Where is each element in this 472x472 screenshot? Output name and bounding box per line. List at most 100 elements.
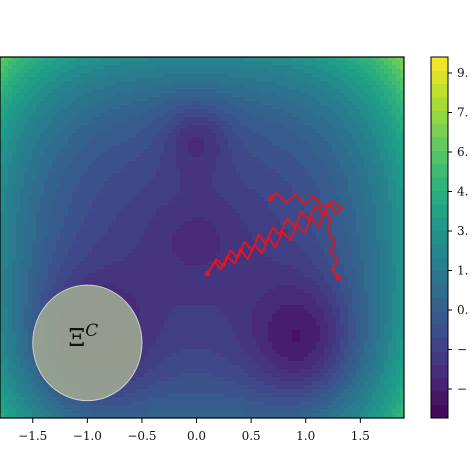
contour-cell xyxy=(300,77,305,82)
contour-cell xyxy=(0,225,5,230)
contour-cell xyxy=(120,237,125,242)
contour-cell xyxy=(320,225,325,230)
contour-cell xyxy=(180,125,185,130)
contour-cell xyxy=(268,249,273,254)
contour-cell xyxy=(44,93,49,98)
contour-cell xyxy=(304,89,309,94)
contour-cell xyxy=(52,173,57,178)
contour-cell xyxy=(248,73,253,78)
contour-cell xyxy=(328,109,333,114)
contour-cell xyxy=(148,89,153,94)
contour-cell xyxy=(68,77,73,82)
contour-cell xyxy=(296,121,301,126)
contour-cell xyxy=(188,213,193,218)
contour-cell xyxy=(364,73,369,78)
contour-cell xyxy=(4,165,9,170)
contour-cell xyxy=(236,125,241,130)
contour-cell xyxy=(72,57,77,62)
contour-cell xyxy=(88,169,93,174)
contour-cell xyxy=(276,149,281,154)
contour-cell xyxy=(88,229,93,234)
contour-cell xyxy=(276,237,281,242)
contour-cell xyxy=(36,149,41,154)
contour-cell xyxy=(0,213,5,218)
contour-cell xyxy=(244,109,249,114)
contour-cell xyxy=(12,237,17,242)
contour-cell xyxy=(220,217,225,222)
contour-cell xyxy=(164,209,169,214)
contour-cell xyxy=(288,181,293,186)
contour-cell xyxy=(140,217,145,222)
contour-cell xyxy=(96,89,101,94)
contour-cell xyxy=(208,193,213,198)
contour-cell xyxy=(16,169,21,174)
contour-cell xyxy=(124,121,129,126)
contour-cell xyxy=(24,69,29,74)
contour-cell xyxy=(112,125,117,130)
contour-cell xyxy=(332,141,337,146)
contour-cell xyxy=(392,173,397,178)
contour-cell xyxy=(28,73,33,78)
contour-cell xyxy=(144,121,149,126)
contour-cell xyxy=(340,229,345,234)
contour-cell xyxy=(192,229,197,234)
contour-cell xyxy=(296,233,301,238)
contour-cell xyxy=(396,161,401,166)
contour-cell xyxy=(364,113,369,118)
contour-cell xyxy=(140,89,145,94)
contour-cell xyxy=(156,89,161,94)
contour-cell xyxy=(332,245,337,250)
contour-cell xyxy=(180,181,185,186)
contour-cell xyxy=(168,161,173,166)
contour-cell xyxy=(340,109,345,114)
contour-cell xyxy=(372,157,377,162)
contour-cell xyxy=(132,129,137,134)
contour-cell xyxy=(72,85,77,90)
contour-cell xyxy=(272,125,277,130)
contour-cell xyxy=(120,61,125,66)
contour-cell xyxy=(56,237,61,242)
contour-cell xyxy=(280,153,285,158)
contour-cell xyxy=(380,85,385,90)
contour-cell xyxy=(56,217,61,222)
contour-cell xyxy=(332,137,337,142)
contour-cell xyxy=(312,121,317,126)
contour-cell xyxy=(276,73,281,78)
contour-cell xyxy=(272,65,277,70)
contour-cell xyxy=(300,161,305,166)
contour-cell xyxy=(304,165,309,170)
contour-cell xyxy=(172,89,177,94)
contour-cell xyxy=(340,177,345,182)
contour-cell xyxy=(144,229,149,234)
contour-cell xyxy=(272,105,277,110)
contour-cell xyxy=(44,165,49,170)
contour-cell xyxy=(84,157,89,162)
contour-cell xyxy=(168,73,173,78)
contour-cell xyxy=(360,153,365,158)
contour-cell xyxy=(92,233,97,238)
contour-cell xyxy=(124,201,129,206)
contour-cell xyxy=(280,57,285,62)
contour-cell xyxy=(380,125,385,130)
contour-cell xyxy=(216,189,221,194)
contour-cell xyxy=(16,89,21,94)
contour-cell xyxy=(132,89,137,94)
contour-cell xyxy=(372,125,377,130)
contour-cell xyxy=(216,233,221,238)
contour-cell xyxy=(324,113,329,118)
contour-cell xyxy=(164,153,169,158)
contour-cell xyxy=(276,217,281,222)
contour-cell xyxy=(288,85,293,90)
contour-cell xyxy=(348,113,353,118)
contour-cell xyxy=(80,117,85,122)
contour-cell xyxy=(108,173,113,178)
contour-cell xyxy=(356,77,361,82)
contour-cell xyxy=(36,153,41,158)
contour-cell xyxy=(372,61,377,66)
contour-cell xyxy=(300,197,305,202)
contour-cell xyxy=(212,93,217,98)
contour-cell xyxy=(376,57,381,62)
contour-cell xyxy=(116,93,121,98)
contour-cell xyxy=(100,193,105,198)
contour-cell xyxy=(152,141,157,146)
